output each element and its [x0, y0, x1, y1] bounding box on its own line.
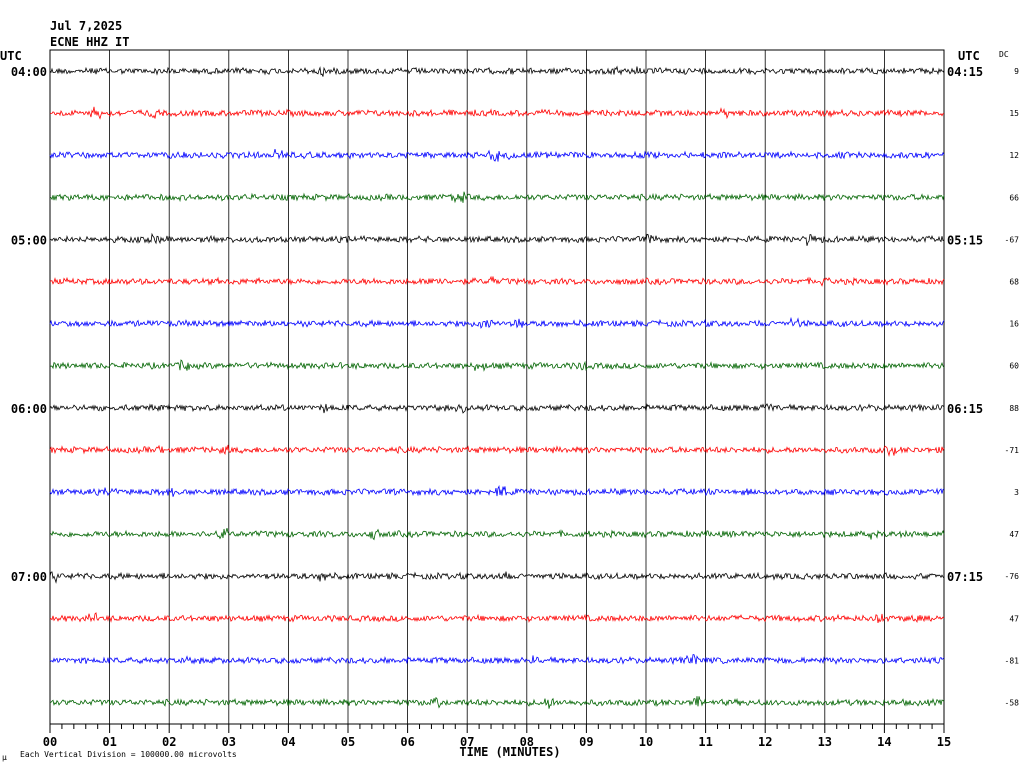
left-time-label: 06:00 — [11, 402, 47, 416]
time-labels: 04:00 04:15 9 15 12 66 05:00 05:15 -67 68 16 60 06:0… — [11, 65, 1019, 708]
right-time-label: 06:15 — [947, 402, 983, 416]
trace-line — [49, 359, 945, 372]
dc-value: -76 — [1005, 572, 1020, 581]
trace-line — [49, 444, 945, 457]
trace-line — [49, 316, 945, 329]
left-time-label: 07:00 — [11, 570, 47, 584]
dc-header-label: DC — [999, 50, 1009, 59]
date-label: Jul 7,2025 — [50, 19, 123, 33]
dc-value: 47 — [1009, 530, 1019, 539]
dc-value: 16 — [1009, 320, 1019, 329]
right-time-label: 07:15 — [947, 570, 983, 584]
x-tick-label: 02 — [162, 735, 176, 749]
x-tick-label: 01 — [102, 735, 116, 749]
x-tick-label: 13 — [818, 735, 832, 749]
plot-frame — [49, 49, 945, 725]
station-label: ECNE HHZ IT — [50, 35, 130, 49]
x-tick-label: 04 — [281, 735, 295, 749]
dc-value: 15 — [1009, 109, 1019, 118]
trace-line — [49, 696, 945, 709]
x-tick-label: 07 — [460, 735, 474, 749]
trace-line — [49, 106, 945, 120]
x-tick-label: 00 — [43, 735, 57, 749]
x-tick-label: 12 — [758, 735, 772, 749]
trace-line — [49, 485, 945, 497]
utc-left-label: UTC — [0, 49, 22, 63]
trace-line — [49, 65, 945, 77]
dc-value: 60 — [1009, 362, 1019, 371]
left-time-label: 05:00 — [11, 233, 47, 247]
trace-line — [49, 612, 945, 624]
dc-value: 12 — [1009, 151, 1019, 160]
x-tick-label: 10 — [639, 735, 653, 749]
dc-value: -58 — [1005, 699, 1020, 708]
utc-right-label: UTC — [958, 49, 980, 63]
x-tick-label: 15 — [937, 735, 951, 749]
dc-value: 68 — [1009, 278, 1019, 287]
x-tick-label: 03 — [222, 735, 236, 749]
trace-line — [49, 275, 945, 287]
left-time-label: 04:00 — [11, 65, 47, 79]
dc-value: 9 — [1014, 67, 1019, 76]
right-time-label: 05:15 — [947, 233, 983, 247]
right-time-label: 04:15 — [947, 65, 983, 79]
dc-value: -71 — [1005, 446, 1020, 455]
microvolt-mark: µ — [2, 753, 7, 762]
x-tick-label: 09 — [579, 735, 593, 749]
trace-line — [49, 527, 945, 541]
x-tick-label: 11 — [698, 735, 712, 749]
x-axis-label: TIME (MINUTES) — [459, 745, 560, 759]
x-tick-label: 08 — [520, 735, 534, 749]
x-tick-label: 06 — [400, 735, 414, 749]
trace-line — [49, 191, 945, 204]
dc-value: 3 — [1014, 488, 1019, 497]
trace-line — [49, 149, 945, 162]
trace-line — [49, 403, 945, 414]
trace-line — [49, 571, 945, 584]
dc-value: -67 — [1005, 235, 1020, 244]
x-tick-label: 14 — [877, 735, 891, 749]
scale-note: Each Vertical Division = 100000.00 micro… — [20, 750, 237, 759]
trace-line — [49, 232, 944, 246]
trace-line — [49, 654, 945, 666]
minute-grid — [109, 50, 885, 724]
dc-value: -81 — [1005, 656, 1020, 665]
dc-value: 66 — [1009, 193, 1019, 202]
x-axis: 00 01 02 03 04 05 06 07 08 09 10 11 12 13 14 15 — [43, 724, 951, 749]
dc-value: 47 — [1009, 614, 1019, 623]
trace-layer — [49, 65, 945, 709]
x-tick-label: 05 — [341, 735, 355, 749]
dc-value: 88 — [1009, 404, 1019, 413]
